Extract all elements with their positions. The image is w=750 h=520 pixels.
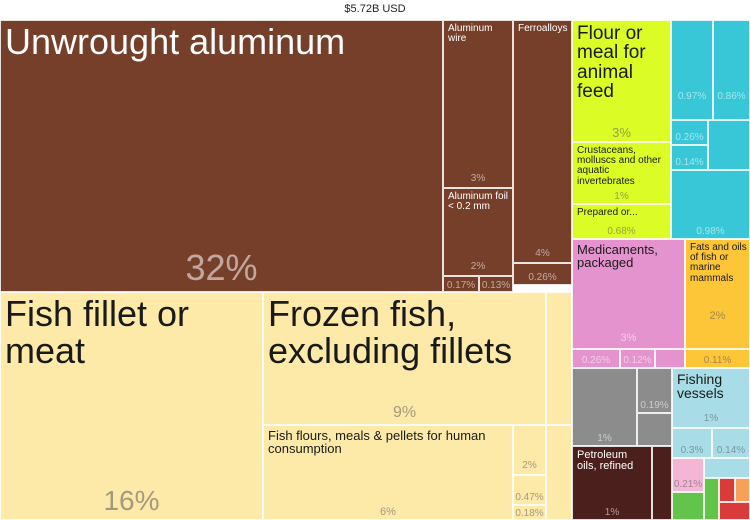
treemap-filler-tile: [735, 478, 750, 502]
treemap-tile-value: 0.68%: [607, 226, 636, 237]
treemap-tile-label: Fishing vessels: [677, 371, 724, 402]
treemap-tile-value: 3%: [620, 332, 637, 344]
treemap-filler-tile: [704, 478, 719, 520]
treemap-tile-value: 0.86%: [717, 91, 746, 102]
treemap-tile[interactable]: 0.98%: [671, 170, 750, 239]
treemap-tile-label: Aluminum wire: [448, 23, 493, 45]
treemap-tile-value: 1%: [597, 433, 612, 444]
treemap-tile[interactable]: Aluminum foil < 0.2 mm 2%: [443, 188, 513, 276]
treemap-tile-value: 4%: [535, 248, 550, 259]
treemap-filler-tile: [704, 458, 750, 478]
treemap-tile[interactable]: Medicaments, packaged 3%: [572, 239, 685, 349]
treemap-tile-value: 3%: [470, 173, 486, 184]
treemap-filler-tile: [652, 446, 672, 520]
treemap-tile[interactable]: 0.26%: [671, 120, 708, 145]
treemap-tile[interactable]: 0.18%: [513, 505, 546, 520]
treemap-filler-tile: [655, 349, 685, 368]
treemap-tile-label: Frozen fish, excluding fillets: [268, 293, 513, 371]
treemap-tile[interactable]: 0.3%: [672, 428, 712, 458]
treemap-tile-value: 32%: [185, 247, 258, 288]
treemap-tile[interactable]: Fish flours, meals & pellets for human c…: [263, 425, 513, 520]
treemap-tile-label: Aluminum foil < 0.2 mm: [448, 191, 509, 213]
treemap-tile-value: 0.3%: [680, 445, 704, 456]
treemap-tile-label: Fish flours, meals & pellets for human c…: [268, 428, 486, 457]
treemap-tile-value: 0.26%: [528, 272, 557, 283]
treemap-tile[interactable]: 0.86%: [713, 20, 750, 120]
treemap-tile[interactable]: Frozen fish, excluding fillets 9%: [263, 292, 546, 425]
treemap-tile-value: 6%: [380, 506, 396, 518]
treemap-tile-label: Ferroalloys: [518, 23, 568, 34]
treemap-tile[interactable]: 0.19%: [637, 368, 672, 413]
treemap-tile[interactable]: 0.26%: [513, 263, 572, 285]
treemap-tile-label: Fish fillet or meat: [5, 293, 190, 371]
treemap: Unwrought aluminum 32% Aluminum wire 3% Ferr…: [0, 20, 750, 520]
treemap-filler-tile: [672, 492, 704, 520]
treemap-tile-value: 0.18%: [515, 508, 544, 519]
treemap-tile-value: 1%: [703, 413, 719, 424]
treemap-tile[interactable]: Fishing vessels 1%: [672, 368, 750, 428]
treemap-tile-label: Prepared or...: [577, 207, 638, 218]
treemap-tile[interactable]: 0.13%: [479, 276, 513, 292]
treemap-tile[interactable]: 0.14%: [671, 145, 708, 170]
treemap-tile[interactable]: 0.26%: [572, 349, 620, 368]
treemap-tile[interactable]: 0.14%: [712, 428, 750, 458]
treemap-tile-value: 0.47%: [515, 492, 544, 503]
chart-title: $5.72B USD: [344, 3, 406, 15]
treemap-filler-tile: [546, 292, 572, 425]
treemap-filler-tile: [637, 413, 672, 446]
treemap-tile-label: Medicaments, packaged: [577, 242, 658, 271]
treemap-tile[interactable]: Ferroalloys 4%: [513, 20, 572, 263]
treemap-tile[interactable]: 0.11%: [685, 349, 750, 368]
treemap-tile-label: Unwrought aluminum: [5, 21, 346, 62]
treemap-filler-tile: [546, 425, 572, 520]
treemap-tile[interactable]: 2%: [513, 425, 546, 475]
treemap-tile[interactable]: Aluminum wire 3%: [443, 20, 513, 188]
treemap-tile[interactable]: Flour or meal for animal feed 3%: [572, 20, 671, 142]
treemap-tile-value: 2%: [470, 261, 486, 272]
treemap-tile-value: 0.97%: [677, 91, 707, 102]
treemap-tile-value: 0.17%: [446, 280, 476, 291]
treemap-tile[interactable]: 0.12%: [620, 349, 655, 368]
treemap-tile-value: 0.13%: [481, 280, 511, 291]
treemap-filler-tile: [719, 478, 735, 502]
treemap-tile-value: 16%: [103, 485, 160, 516]
treemap-tile-value: 9%: [392, 404, 417, 421]
treemap-tile[interactable]: 0.47%: [513, 475, 546, 505]
treemap-tile[interactable]: 0.21%: [672, 458, 704, 492]
treemap-tile-value: 1%: [614, 191, 629, 202]
treemap-tile-label: Petroleum oils, refined: [577, 449, 634, 473]
treemap-tile-value: 0.11%: [703, 355, 732, 366]
treemap-tile-value: 0.21%: [673, 479, 703, 490]
treemap-tile-value: 0.19%: [640, 400, 669, 411]
treemap-tile[interactable]: Crustaceans, molluscs and other aquatic …: [572, 142, 671, 204]
treemap-tile[interactable]: Fish fillet or meat 16%: [0, 292, 263, 520]
treemap-tile-value: 0.98%: [696, 226, 725, 237]
treemap-tile-value: 2%: [709, 310, 726, 322]
treemap-filler-tile: [708, 120, 750, 170]
treemap-tile[interactable]: Petroleum oils, refined 1%: [572, 446, 652, 520]
treemap-tile[interactable]: 1%: [572, 368, 637, 446]
treemap-tile[interactable]: Fats and oils of fish or marine mammals 2…: [685, 239, 750, 349]
treemap-tile-value: 2%: [522, 460, 537, 471]
treemap-tile-value: 0.26%: [675, 132, 704, 143]
treemap-tile-value: 0.14%: [675, 157, 704, 168]
treemap-tile-label: Flour or meal for animal feed: [577, 23, 646, 103]
treemap-tile-value: 0.26%: [581, 355, 611, 366]
treemap-tile-value: 0.12%: [623, 355, 652, 366]
treemap-tile[interactable]: 0.17%: [443, 276, 479, 292]
treemap-tile-label: Fats and oils of fish or marine mammals: [690, 242, 747, 284]
treemap-tile-value: 0.14%: [716, 445, 746, 456]
treemap-tile[interactable]: 0.97%: [671, 20, 713, 120]
treemap-filler-tile: [719, 502, 750, 520]
treemap-tile[interactable]: Prepared or... 0.68%: [572, 204, 671, 239]
treemap-tile-label: Crustaceans, molluscs and other aquatic …: [577, 145, 661, 187]
treemap-tile-value: 3%: [612, 125, 631, 140]
treemap-tile-value: 1%: [604, 507, 620, 518]
treemap-tile[interactable]: Unwrought aluminum 32%: [0, 20, 443, 292]
